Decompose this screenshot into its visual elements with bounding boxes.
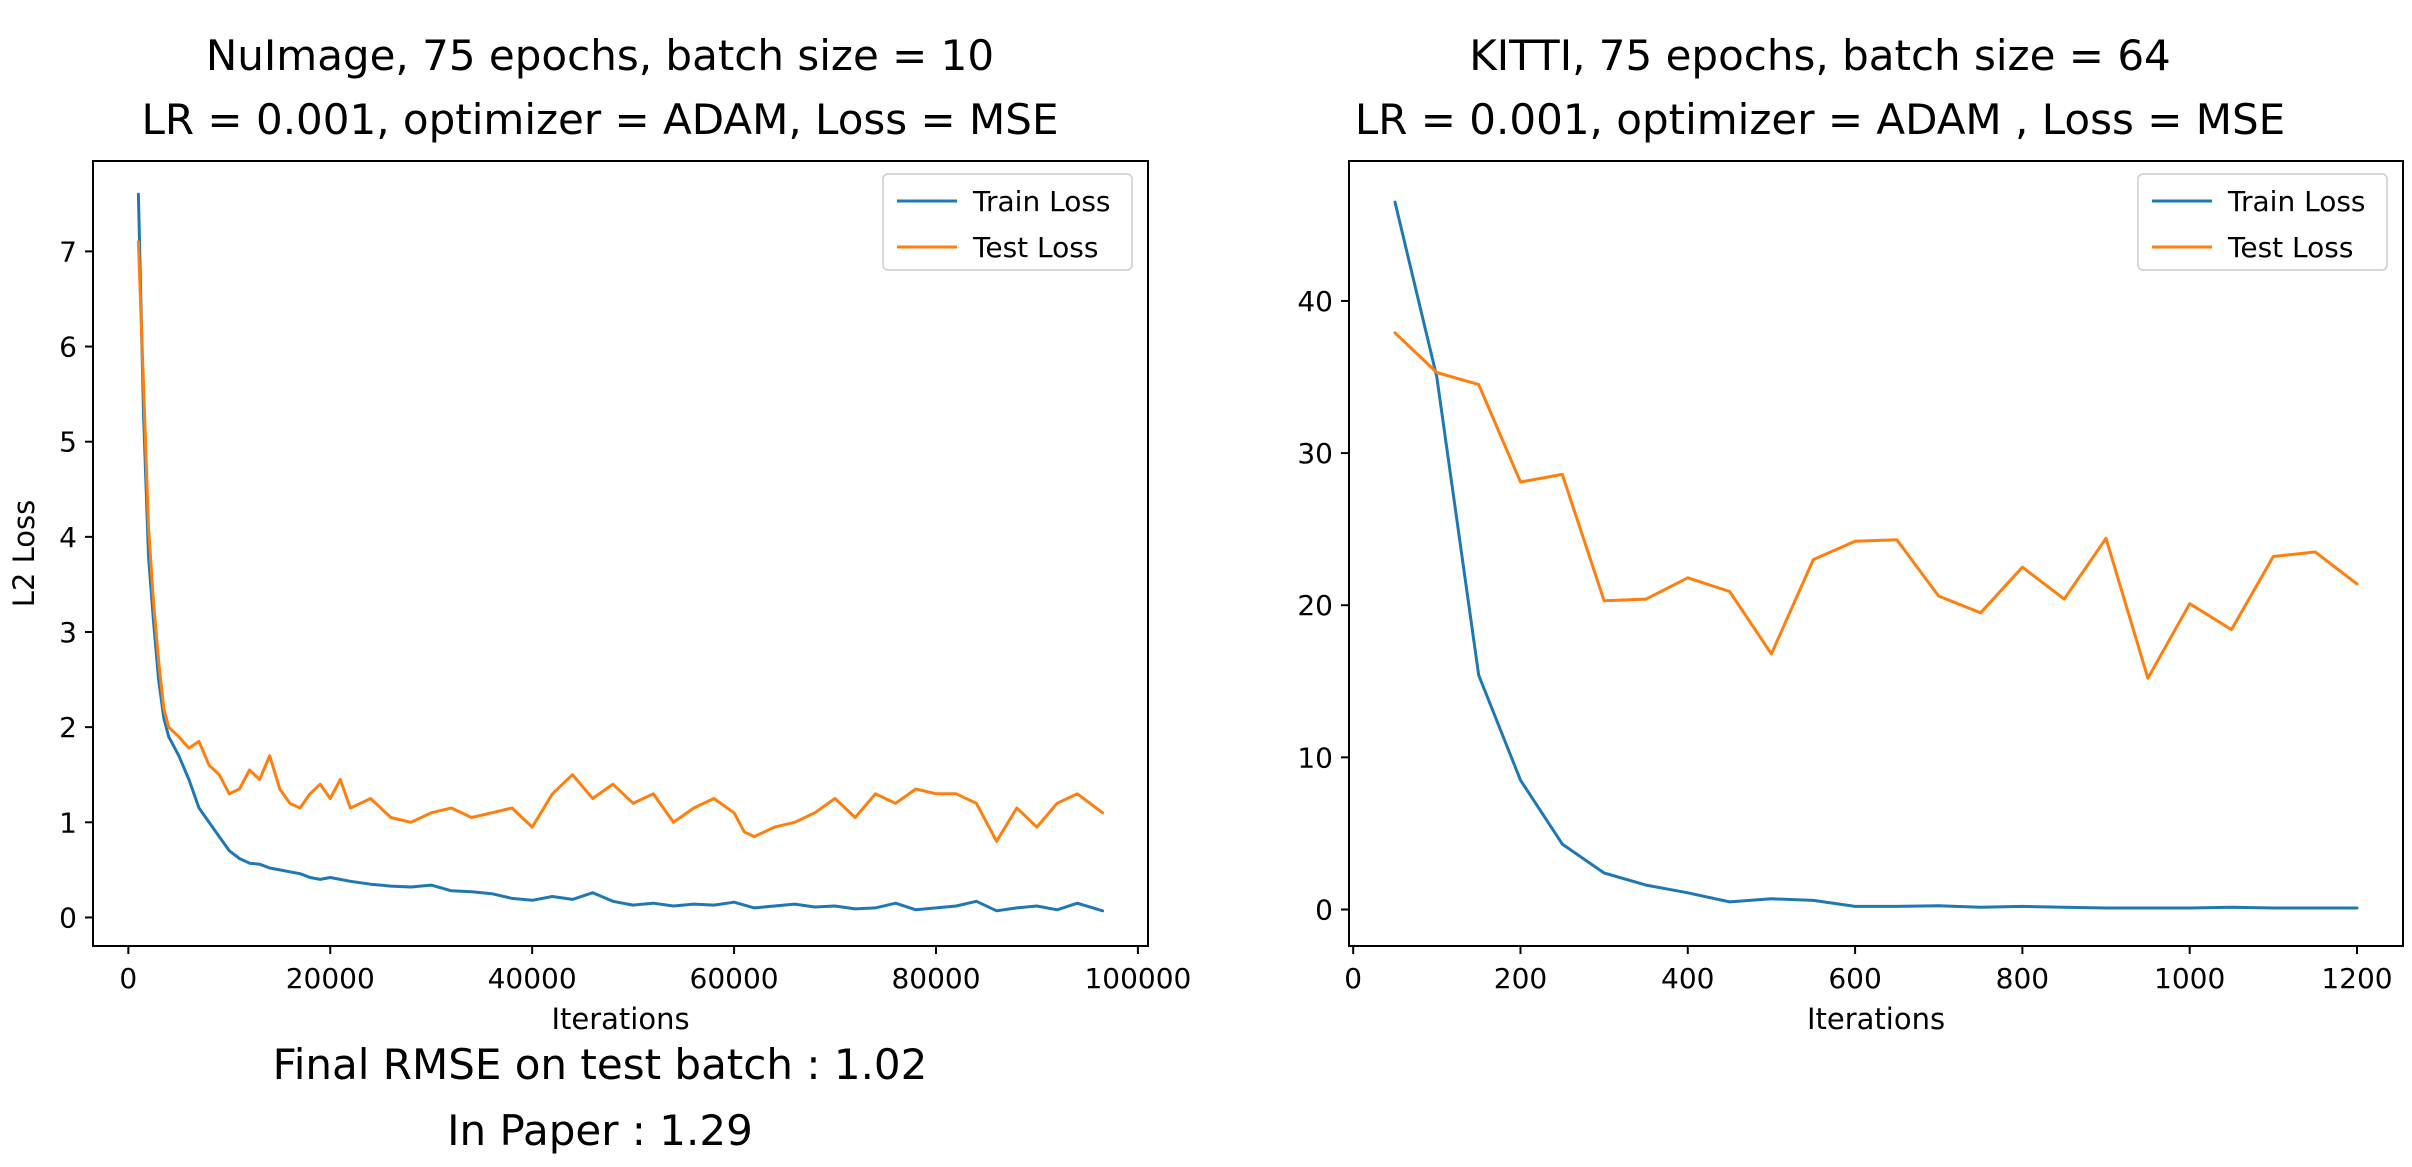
- x-tick-label: 40000: [488, 962, 577, 995]
- plot-frame: [1348, 160, 2404, 947]
- y-tick-label: 40: [1297, 285, 1333, 318]
- legend-label: Train Loss: [972, 185, 1111, 218]
- x-axis-label: Iterations: [551, 1002, 689, 1036]
- y-tick-label: 2: [59, 711, 77, 744]
- legend: Train Loss Test Loss: [882, 173, 1133, 271]
- y-tick-label: 10: [1297, 741, 1333, 774]
- x-tick-label: 20000: [286, 962, 375, 995]
- series-line-test-loss: [1393, 331, 2359, 680]
- x-tick-label: 1000: [2154, 962, 2225, 995]
- plot-frame: [92, 160, 1149, 947]
- chart-1-title: NuImage, 75 epochs, batch size = 10 LR =…: [80, 24, 1120, 152]
- chart-2-title-line-2: LR = 0.001, optimizer = ADAM , Loss = MS…: [1354, 95, 2286, 144]
- legend-label: Train Loss: [2227, 185, 2366, 218]
- y-tick-label: 0: [1315, 893, 1333, 926]
- chart-2-title-line-1: KITTI, 75 epochs, batch size = 64: [1469, 31, 2171, 80]
- series-line-train-loss: [136, 192, 1105, 913]
- chart-1-title-line-2: LR = 0.001, optimizer = ADAM, Loss = MSE: [141, 95, 1059, 144]
- chart-1-title-line-1: NuImage, 75 epochs, batch size = 10: [205, 31, 995, 80]
- y-tick-label: 7: [59, 235, 77, 268]
- x-tick-label: 60000: [690, 962, 779, 995]
- legend: Train Loss Test Loss: [2137, 173, 2388, 271]
- y-axis-label: L2 Loss: [7, 500, 41, 607]
- y-tick-label: 6: [59, 331, 77, 364]
- x-tick-label: 600: [1828, 962, 1881, 995]
- x-tick-label: 100000: [1084, 962, 1191, 995]
- paper-rmse-caption: In Paper : 1.29: [447, 1106, 753, 1155]
- final-rmse-caption: Final RMSE on test batch : 1.02: [272, 1040, 928, 1089]
- y-tick-label: 1: [59, 806, 77, 839]
- series-line-test-loss: [136, 240, 1105, 843]
- legend-label: Test Loss: [2227, 231, 2353, 264]
- chart-2: 0 200 400 600 800 1000 1200 0 10 20 30 40 Iterations…: [1297, 160, 2404, 1036]
- chart-2-title: KITTI, 75 epochs, batch size = 64 LR = 0…: [1300, 24, 2340, 152]
- series-line-train-loss: [1393, 200, 2359, 910]
- chart-1: 0 20000 40000 60000 80000 100000 0 1 2 3 4 5 6 7 Itera…: [7, 160, 1191, 1036]
- x-axis-label: Iterations: [1807, 1002, 1945, 1036]
- x-tick-label: 400: [1661, 962, 1714, 995]
- y-tick-label: 3: [59, 616, 77, 649]
- x-tick-label: 80000: [891, 962, 980, 995]
- x-tick-label: 200: [1494, 962, 1547, 995]
- x-tick-label: 800: [1996, 962, 2049, 995]
- y-tick-label: 5: [59, 426, 77, 459]
- y-tick-label: 0: [59, 901, 77, 934]
- y-tick-label: 20: [1297, 589, 1333, 622]
- y-tick-label: 4: [59, 521, 77, 554]
- legend-label: Test Loss: [972, 231, 1098, 264]
- y-tick-label: 30: [1297, 437, 1333, 470]
- x-tick-label: 0: [1344, 962, 1362, 995]
- x-tick-label: 1200: [2321, 962, 2392, 995]
- x-tick-label: 0: [119, 962, 137, 995]
